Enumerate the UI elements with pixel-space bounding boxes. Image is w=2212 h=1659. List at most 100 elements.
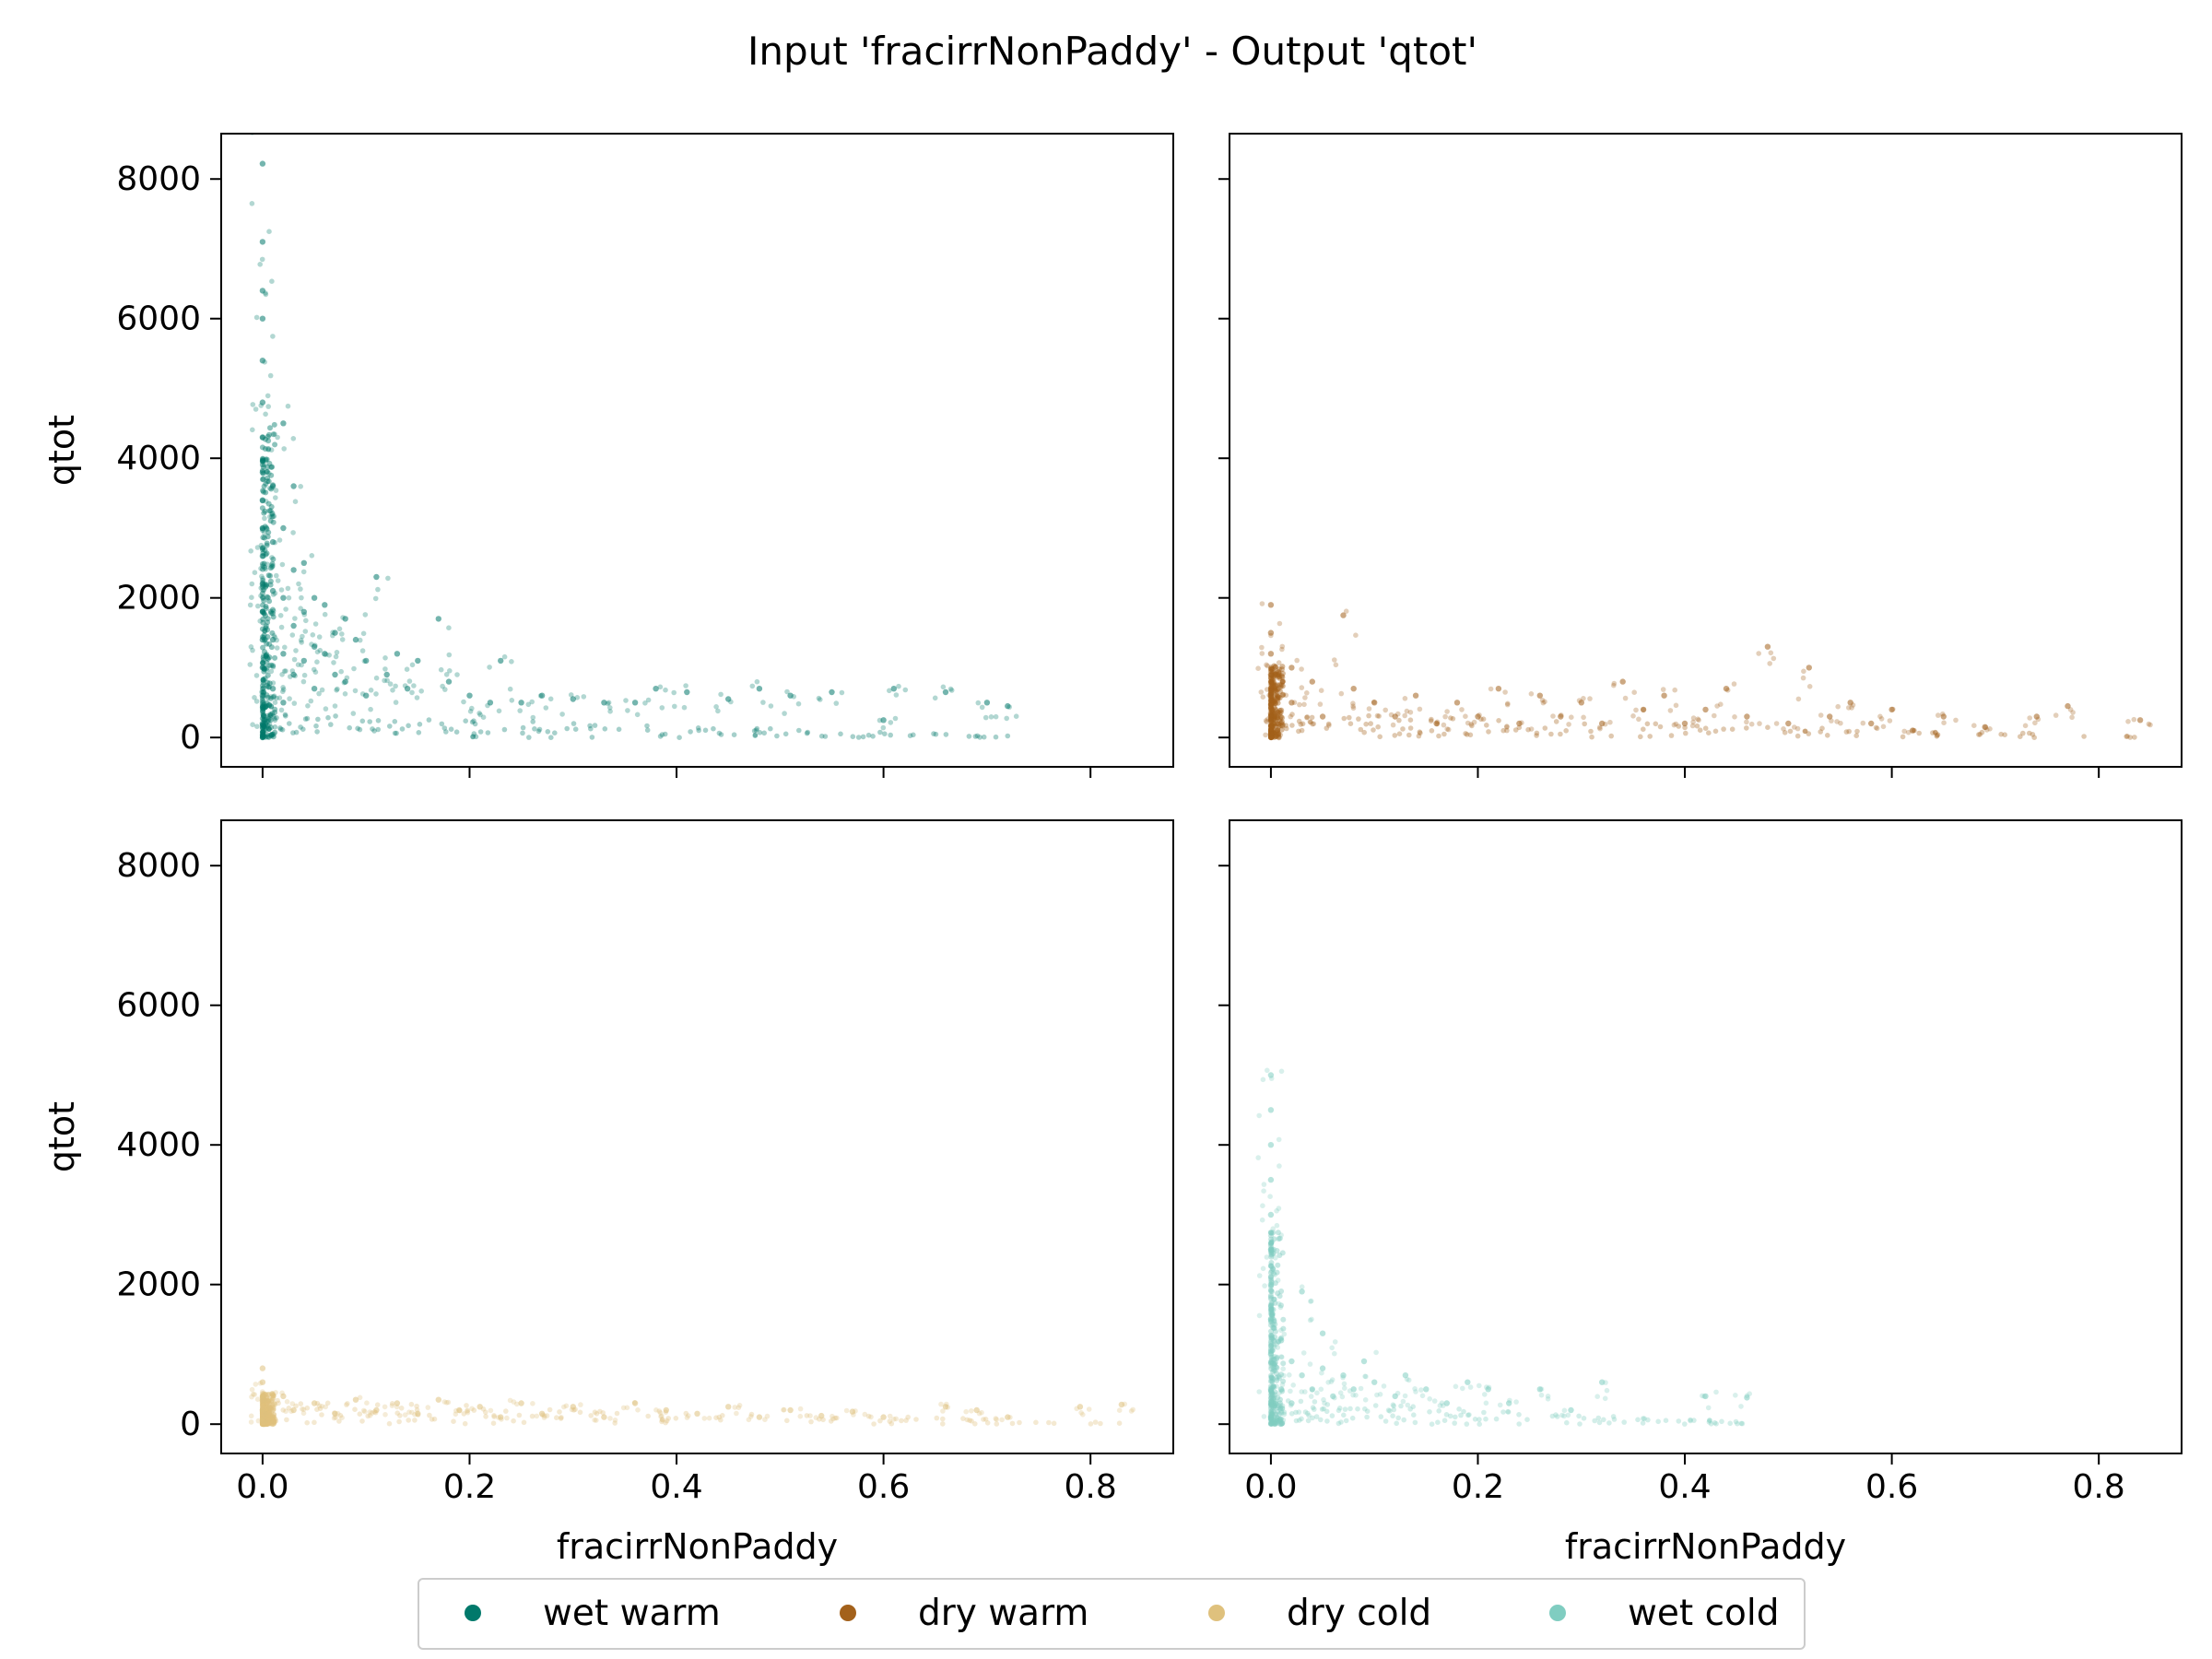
scatter-point bbox=[487, 665, 492, 670]
scatter-point bbox=[323, 706, 329, 712]
scatter-point bbox=[1268, 697, 1275, 703]
scatter-point bbox=[264, 652, 270, 658]
scatter-point bbox=[1276, 671, 1282, 677]
scatter-point bbox=[1465, 1379, 1471, 1385]
scatter-point bbox=[1270, 1265, 1277, 1272]
scatter-point bbox=[716, 1414, 723, 1420]
scatter-point bbox=[1291, 700, 1298, 705]
scatter-point bbox=[529, 1413, 535, 1419]
scatter-point bbox=[784, 688, 790, 695]
scatter-point bbox=[268, 1410, 275, 1417]
scatter-point bbox=[1477, 1417, 1482, 1422]
scatter-point bbox=[1847, 700, 1853, 706]
scatter-point bbox=[1277, 674, 1283, 680]
scatter-point bbox=[1275, 697, 1281, 703]
scatter-point bbox=[1268, 1395, 1275, 1402]
scatter-point bbox=[352, 1396, 359, 1403]
scatter-point bbox=[1272, 706, 1278, 712]
scatter-point bbox=[265, 726, 272, 732]
scatter-point bbox=[964, 1417, 971, 1423]
scatter-point bbox=[498, 657, 504, 665]
scatter-point bbox=[345, 1401, 350, 1406]
scatter-point bbox=[911, 732, 916, 738]
scatter-point bbox=[1681, 720, 1688, 727]
scatter-point bbox=[314, 1406, 320, 1412]
scatter-point bbox=[658, 1414, 664, 1419]
scatter-point bbox=[260, 1412, 266, 1418]
scatter-point bbox=[1259, 644, 1265, 651]
scatter-point bbox=[266, 460, 273, 466]
scatter-point bbox=[271, 1411, 277, 1418]
scatter-point bbox=[1688, 1418, 1693, 1424]
scatter-point bbox=[1281, 1411, 1288, 1418]
scatter-point bbox=[291, 656, 298, 663]
scatter-point bbox=[263, 489, 269, 496]
scatter-point bbox=[263, 1418, 269, 1425]
scatter-point bbox=[1268, 678, 1275, 685]
scatter-point bbox=[1827, 713, 1833, 720]
scatter-point bbox=[463, 718, 469, 724]
scatter-point bbox=[266, 508, 273, 514]
scatter-point bbox=[2035, 716, 2041, 723]
scatter-point bbox=[266, 641, 273, 647]
scatter-point bbox=[278, 707, 285, 713]
scatter-point bbox=[1311, 721, 1317, 727]
scatter-point bbox=[1404, 1376, 1410, 1382]
scatter-point bbox=[1441, 722, 1447, 728]
scatter-point bbox=[1486, 729, 1491, 735]
scatter-point bbox=[1283, 723, 1288, 728]
scatter-point bbox=[467, 709, 474, 714]
scatter-point bbox=[268, 447, 275, 453]
scatter-point bbox=[1599, 1379, 1606, 1385]
scatter-point bbox=[416, 730, 422, 735]
scatter-point bbox=[1900, 734, 1906, 740]
scatter-point bbox=[265, 1421, 271, 1428]
scatter-point bbox=[1690, 715, 1697, 721]
scatter-point bbox=[1270, 1367, 1277, 1373]
scatter-point bbox=[1482, 1392, 1488, 1397]
scatter-point bbox=[266, 1417, 273, 1423]
legend-label-wet-cold: wet cold bbox=[1628, 1593, 1779, 1634]
scatter-point bbox=[1332, 1350, 1337, 1357]
scatter-point bbox=[268, 732, 275, 738]
scatter-point bbox=[270, 663, 276, 669]
scatter-point bbox=[285, 585, 291, 592]
scatter-point bbox=[1268, 1076, 1275, 1081]
scatter-point bbox=[1013, 713, 1019, 719]
scatter-point bbox=[332, 671, 338, 678]
scatter-point bbox=[572, 1406, 578, 1412]
scatter-point bbox=[1478, 716, 1484, 723]
scatter-point bbox=[843, 1407, 850, 1414]
scatter-point bbox=[1269, 1360, 1276, 1366]
scatter-point bbox=[259, 735, 265, 740]
scatter-point bbox=[261, 510, 267, 516]
scatter-series-dry-cold bbox=[248, 1365, 1135, 1428]
scatter-point bbox=[1314, 1390, 1320, 1396]
scatter-point bbox=[1273, 731, 1279, 737]
scatter-point bbox=[1433, 720, 1440, 727]
scatter-point bbox=[994, 1417, 999, 1422]
scatter-point bbox=[265, 1413, 271, 1418]
scatter-point bbox=[518, 1400, 524, 1406]
scatter-point bbox=[477, 711, 482, 716]
scatter-point bbox=[1452, 1420, 1457, 1426]
scatter-point bbox=[293, 1403, 299, 1409]
scatter-point bbox=[684, 688, 690, 696]
scatter-point bbox=[250, 427, 255, 433]
scatter-point bbox=[1280, 1378, 1287, 1384]
scatter-point bbox=[1268, 1394, 1275, 1401]
scatter-point bbox=[260, 729, 266, 735]
scatter-point bbox=[1299, 685, 1305, 690]
scatter-point bbox=[259, 689, 265, 695]
scatter-point bbox=[1270, 1324, 1277, 1331]
scatter-point bbox=[1835, 703, 1841, 710]
scatter-point bbox=[259, 1406, 266, 1414]
scatter-point bbox=[762, 1417, 768, 1422]
scatter-point bbox=[429, 1417, 435, 1422]
scatter-point bbox=[645, 1413, 651, 1419]
scatter-point bbox=[260, 1401, 266, 1407]
scatter-point bbox=[301, 672, 308, 678]
scatter-point bbox=[265, 1398, 272, 1405]
scatter-point bbox=[1553, 1412, 1559, 1418]
scatter-point bbox=[1268, 1306, 1275, 1312]
